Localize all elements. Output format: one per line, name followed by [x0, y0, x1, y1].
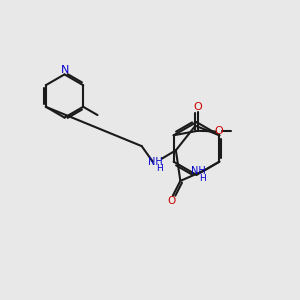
Text: NH: NH: [148, 157, 163, 167]
Text: O: O: [215, 126, 224, 136]
Text: NH: NH: [191, 166, 206, 176]
Text: N: N: [61, 64, 69, 75]
Text: H: H: [199, 174, 206, 183]
Text: O: O: [193, 102, 202, 112]
Text: O: O: [167, 196, 175, 206]
Text: H: H: [156, 164, 163, 173]
